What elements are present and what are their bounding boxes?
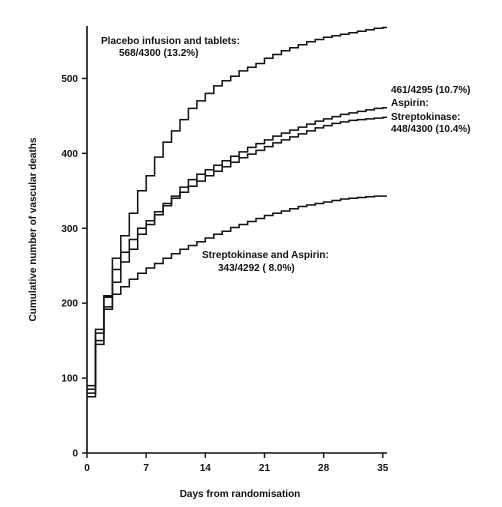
x-tick-label: 28 [318, 463, 330, 474]
x-tick-label: 7 [143, 463, 149, 474]
annotation-combo-line-2: 343/4292 ( 8.0%) [218, 263, 295, 274]
annotation-aspirin: 461/4295 (10.7%) Aspirin: [391, 85, 471, 109]
axes [86, 26, 387, 454]
annotation-aspirin-line-2: Aspirin: [391, 98, 429, 109]
y-tick-label: 100 [61, 374, 78, 385]
annotation-streptokinase-line-1: Streptokinase: [391, 112, 460, 123]
annotation-streptokinase-line-2: 448/4300 (10.4%) [391, 124, 471, 135]
y-tick-label: 0 [72, 449, 78, 460]
y-tick-label: 200 [61, 299, 78, 310]
annotation-combo: Streptokinase and Aspirin: 343/4292 ( 8.… [202, 250, 329, 274]
x-axis-title: Days from randomisation [180, 489, 301, 500]
series-line-2 [87, 116, 387, 394]
annotation-combo-line-1: Streptokinase and Aspirin: [202, 250, 329, 261]
y-ticks: 0 100 200 300 400 500 [61, 74, 87, 460]
x-tick-label: 14 [200, 463, 212, 474]
x-ticks: 0 7 14 21 28 35 [84, 453, 389, 474]
series-line-1 [87, 106, 387, 391]
annotation-placebo: Placebo infusion and tablets: 568/4300 (… [101, 36, 240, 59]
y-tick-label: 300 [61, 224, 78, 235]
y-tick-label: 400 [61, 149, 78, 160]
series-line-3 [87, 195, 387, 398]
series-line-0 [87, 26, 387, 387]
y-tick-label: 500 [61, 74, 78, 85]
y-axis-title: Cumulative number of vascular deaths [28, 137, 39, 321]
annotation-placebo-line-1: Placebo infusion and tablets: [101, 36, 240, 47]
x-tick-label: 0 [84, 463, 90, 474]
x-tick-label: 35 [377, 463, 389, 474]
annotation-aspirin-line-1: 461/4295 (10.7%) [391, 85, 471, 96]
annotation-streptokinase: Streptokinase: 448/4300 (10.4%) [391, 112, 471, 135]
x-tick-label: 21 [259, 463, 271, 474]
series-lines [87, 26, 387, 398]
annotation-placebo-line-2: 568/4300 (13.2%) [119, 48, 199, 59]
